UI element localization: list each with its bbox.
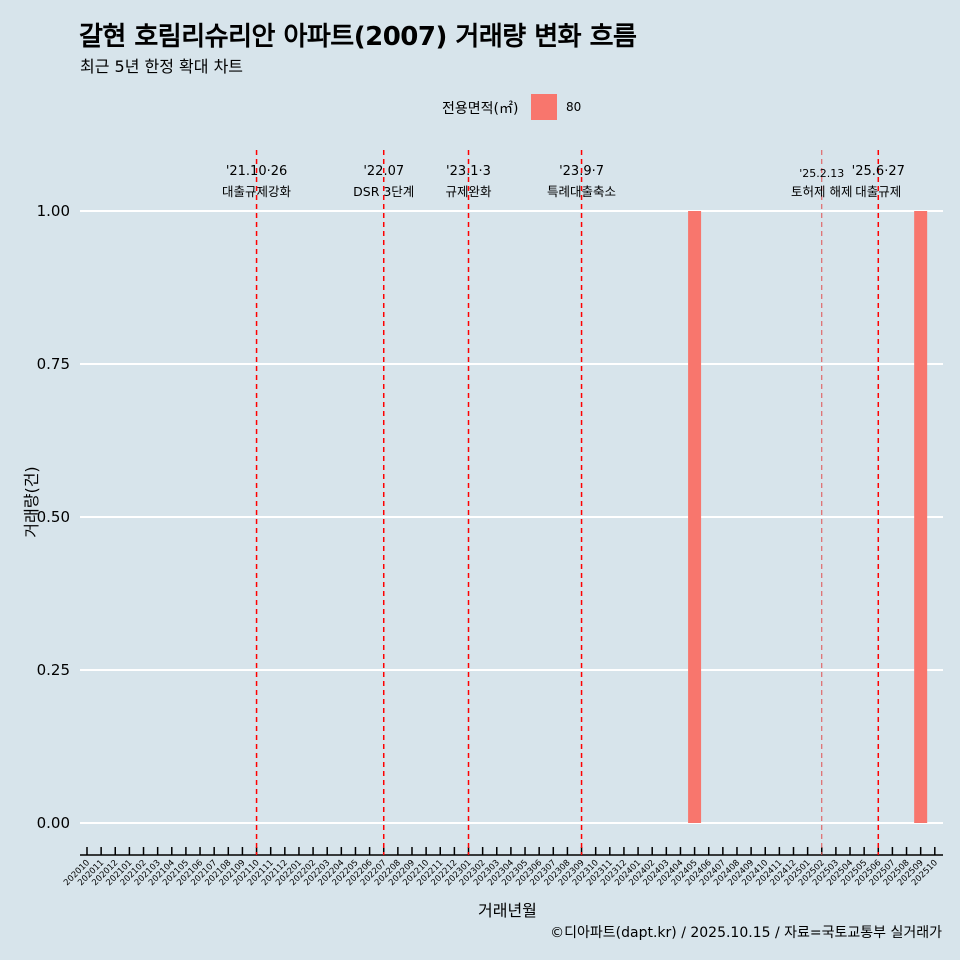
y-tick-label: 0.75: [37, 355, 70, 373]
bar: [914, 211, 928, 823]
caption: ©디아파트(dapt.kr) / 2025.10.15 / 자료=국토교통부 실…: [550, 925, 942, 941]
y-tick-label: 0.25: [37, 661, 70, 679]
y-axis-label: 거래량(건): [22, 466, 41, 538]
legend-swatch: [531, 94, 557, 120]
y-tick-label: 0.50: [37, 508, 70, 526]
event-label: 대출규제: [855, 184, 901, 199]
event-label: 특례대출축소: [547, 184, 616, 199]
y-tick-label: 0.00: [37, 814, 70, 832]
y-tick-label: 1.00: [37, 202, 70, 220]
event-date: '23.9·7: [559, 164, 604, 179]
chart-subtitle: 최근 5년 한정 확대 차트: [80, 57, 244, 76]
event-date: '22.07: [363, 164, 404, 179]
x-axis-label: 거래년월: [478, 901, 537, 920]
event-label: 토허제 해제: [791, 184, 852, 199]
event-label: 규제완화: [446, 184, 493, 199]
event-date: '23.1·3: [446, 164, 491, 179]
event-label: DSR 3단계: [353, 184, 414, 199]
chart-title: 갈현 호림리슈리안 아파트(2007) 거래량 변화 흐름: [79, 22, 637, 52]
event-date: '25.2.13: [799, 167, 844, 180]
event-label: 대출규제강화: [222, 184, 292, 199]
event-date: '21.10·26: [226, 164, 287, 179]
bar: [688, 211, 702, 823]
event-date: '25.6·27: [852, 164, 905, 179]
legend-label: 80: [566, 100, 582, 114]
legend-title: 전용면적(㎡): [442, 101, 519, 117]
